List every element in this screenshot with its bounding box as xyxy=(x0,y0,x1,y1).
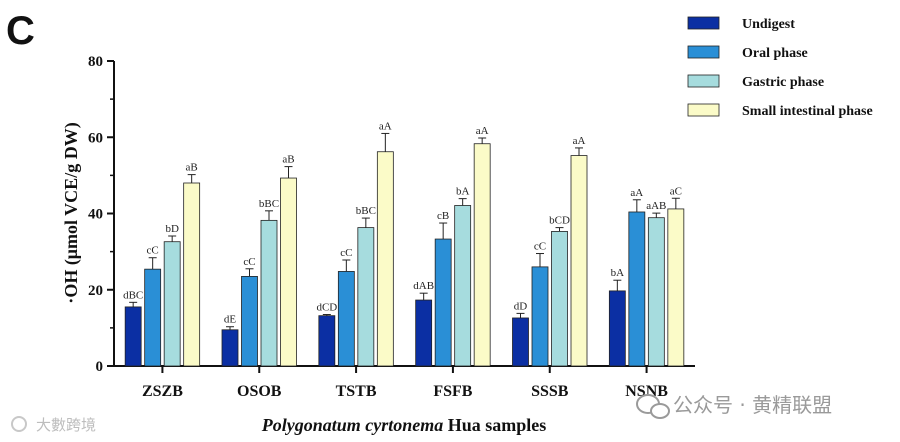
bar xyxy=(551,231,568,367)
x-axis-label-species: Polygonatum cyrtonema xyxy=(261,415,444,435)
bar xyxy=(144,268,162,367)
significance-label: cC xyxy=(534,241,546,253)
bar-series-group: dBC dE dCD dAB dD bA cC cC cC cB cC aA bD bBC bBC bA bCD… xyxy=(123,120,685,367)
y-tick-label: 40 xyxy=(88,207,103,223)
bar xyxy=(260,219,278,367)
significance-label: aAB xyxy=(646,200,666,212)
bar xyxy=(337,271,355,367)
x-tick-label: NSNB xyxy=(625,383,668,400)
significance-label: dE xyxy=(224,314,237,326)
x-tick-label: FSFB xyxy=(433,383,472,400)
watermark-right: 公众号 · 黄精联盟 xyxy=(636,393,832,419)
legend-item: Undigest xyxy=(687,16,795,32)
significance-label: cC xyxy=(243,256,255,268)
legend-label: Undigest xyxy=(742,17,795,32)
legend-label: Oral phase xyxy=(742,46,808,61)
significance-label: aA xyxy=(573,135,586,147)
bar xyxy=(318,315,336,367)
panel-label: C xyxy=(6,9,35,53)
legend-item: Oral phase xyxy=(687,45,808,61)
x-axis-label-suffix: Hua samples xyxy=(448,415,547,435)
significance-label: bA xyxy=(456,186,470,198)
y-tick-label: 20 xyxy=(88,283,103,299)
legend-swatch xyxy=(687,74,720,88)
legend-label: Small intestinal phase xyxy=(742,104,873,119)
significance-label: aA xyxy=(630,187,643,199)
significance-label: dCD xyxy=(316,302,337,314)
y-axis: 0 20 40 60 80 xyxy=(88,54,115,375)
series-oral-phase: cC cC cC cB cC aA xyxy=(144,187,646,367)
x-axis-label: Polygonatum cyrtonema Hua samples xyxy=(261,415,547,435)
y-tick-label: 60 xyxy=(88,130,103,146)
significance-label: bBC xyxy=(259,198,279,210)
watermark-left-text: 大數跨境 xyxy=(36,416,96,434)
bar xyxy=(608,290,626,367)
legend-label: Gastric phase xyxy=(742,75,824,90)
bar xyxy=(241,276,258,367)
bar xyxy=(434,238,452,367)
legend-item: Small intestinal phase xyxy=(687,103,873,119)
watermark-logo-icon xyxy=(11,416,27,432)
significance-label: dD xyxy=(514,300,528,312)
series-small-intestinal-phase: aB aB aA aA aA aC xyxy=(183,120,685,367)
bar xyxy=(124,306,142,367)
bar xyxy=(163,241,181,367)
significance-label: dAB xyxy=(413,280,434,292)
significance-label: cC xyxy=(147,245,159,257)
significance-label: aB xyxy=(282,154,294,166)
bar xyxy=(454,205,472,367)
bar xyxy=(667,208,685,367)
significance-label: bD xyxy=(165,223,179,235)
significance-label: bBC xyxy=(356,205,376,217)
legend-swatch xyxy=(687,45,720,59)
y-tick-label: 0 xyxy=(96,359,104,375)
significance-label: bA xyxy=(611,267,625,279)
bar xyxy=(221,329,239,367)
legend-swatch xyxy=(687,103,720,117)
x-tick-label: SSSB xyxy=(531,383,569,400)
watermark-left: 大數跨境 xyxy=(11,416,96,434)
x-tick-label: OSOB xyxy=(237,383,282,400)
significance-label: cC xyxy=(340,247,352,259)
series-gastric-phase: bD bBC bBC bA bCD aAB xyxy=(163,186,666,367)
x-tick-label: TSTB xyxy=(336,383,377,400)
significance-label: dBC xyxy=(123,289,143,301)
significance-label: cB xyxy=(437,210,449,222)
significance-label: aA xyxy=(476,125,489,137)
bar xyxy=(415,299,433,367)
x-axis: ZSZB OSOB TSTB FSFB SSSB NSNB xyxy=(114,365,695,400)
bar xyxy=(628,211,646,367)
bar xyxy=(183,182,201,367)
significance-label: bCD xyxy=(549,215,570,227)
legend-item: Gastric phase xyxy=(687,74,824,90)
bar xyxy=(280,177,297,367)
y-tick-label: 80 xyxy=(88,54,103,70)
bar xyxy=(512,317,529,367)
legend: Undigest Oral phase Gastric phase Small int… xyxy=(687,16,873,119)
bar xyxy=(357,227,375,367)
wechat-icon xyxy=(636,394,670,419)
watermark-right-text: 公众号 · 黄精联盟 xyxy=(673,393,832,417)
bar xyxy=(647,217,665,367)
bar xyxy=(531,266,549,367)
x-tick-label: ZSZB xyxy=(142,383,183,400)
bar xyxy=(376,151,394,367)
legend-swatch xyxy=(687,16,720,30)
bar xyxy=(570,155,588,367)
bar xyxy=(473,143,491,367)
y-axis-label: ·OH (μmol VCE/g DW) xyxy=(61,122,82,303)
significance-label: aC xyxy=(670,185,682,197)
significance-label: aB xyxy=(186,162,198,174)
series-undigest: dBC dE dCD dAB dD bA xyxy=(123,267,626,367)
significance-label: aA xyxy=(379,120,392,132)
